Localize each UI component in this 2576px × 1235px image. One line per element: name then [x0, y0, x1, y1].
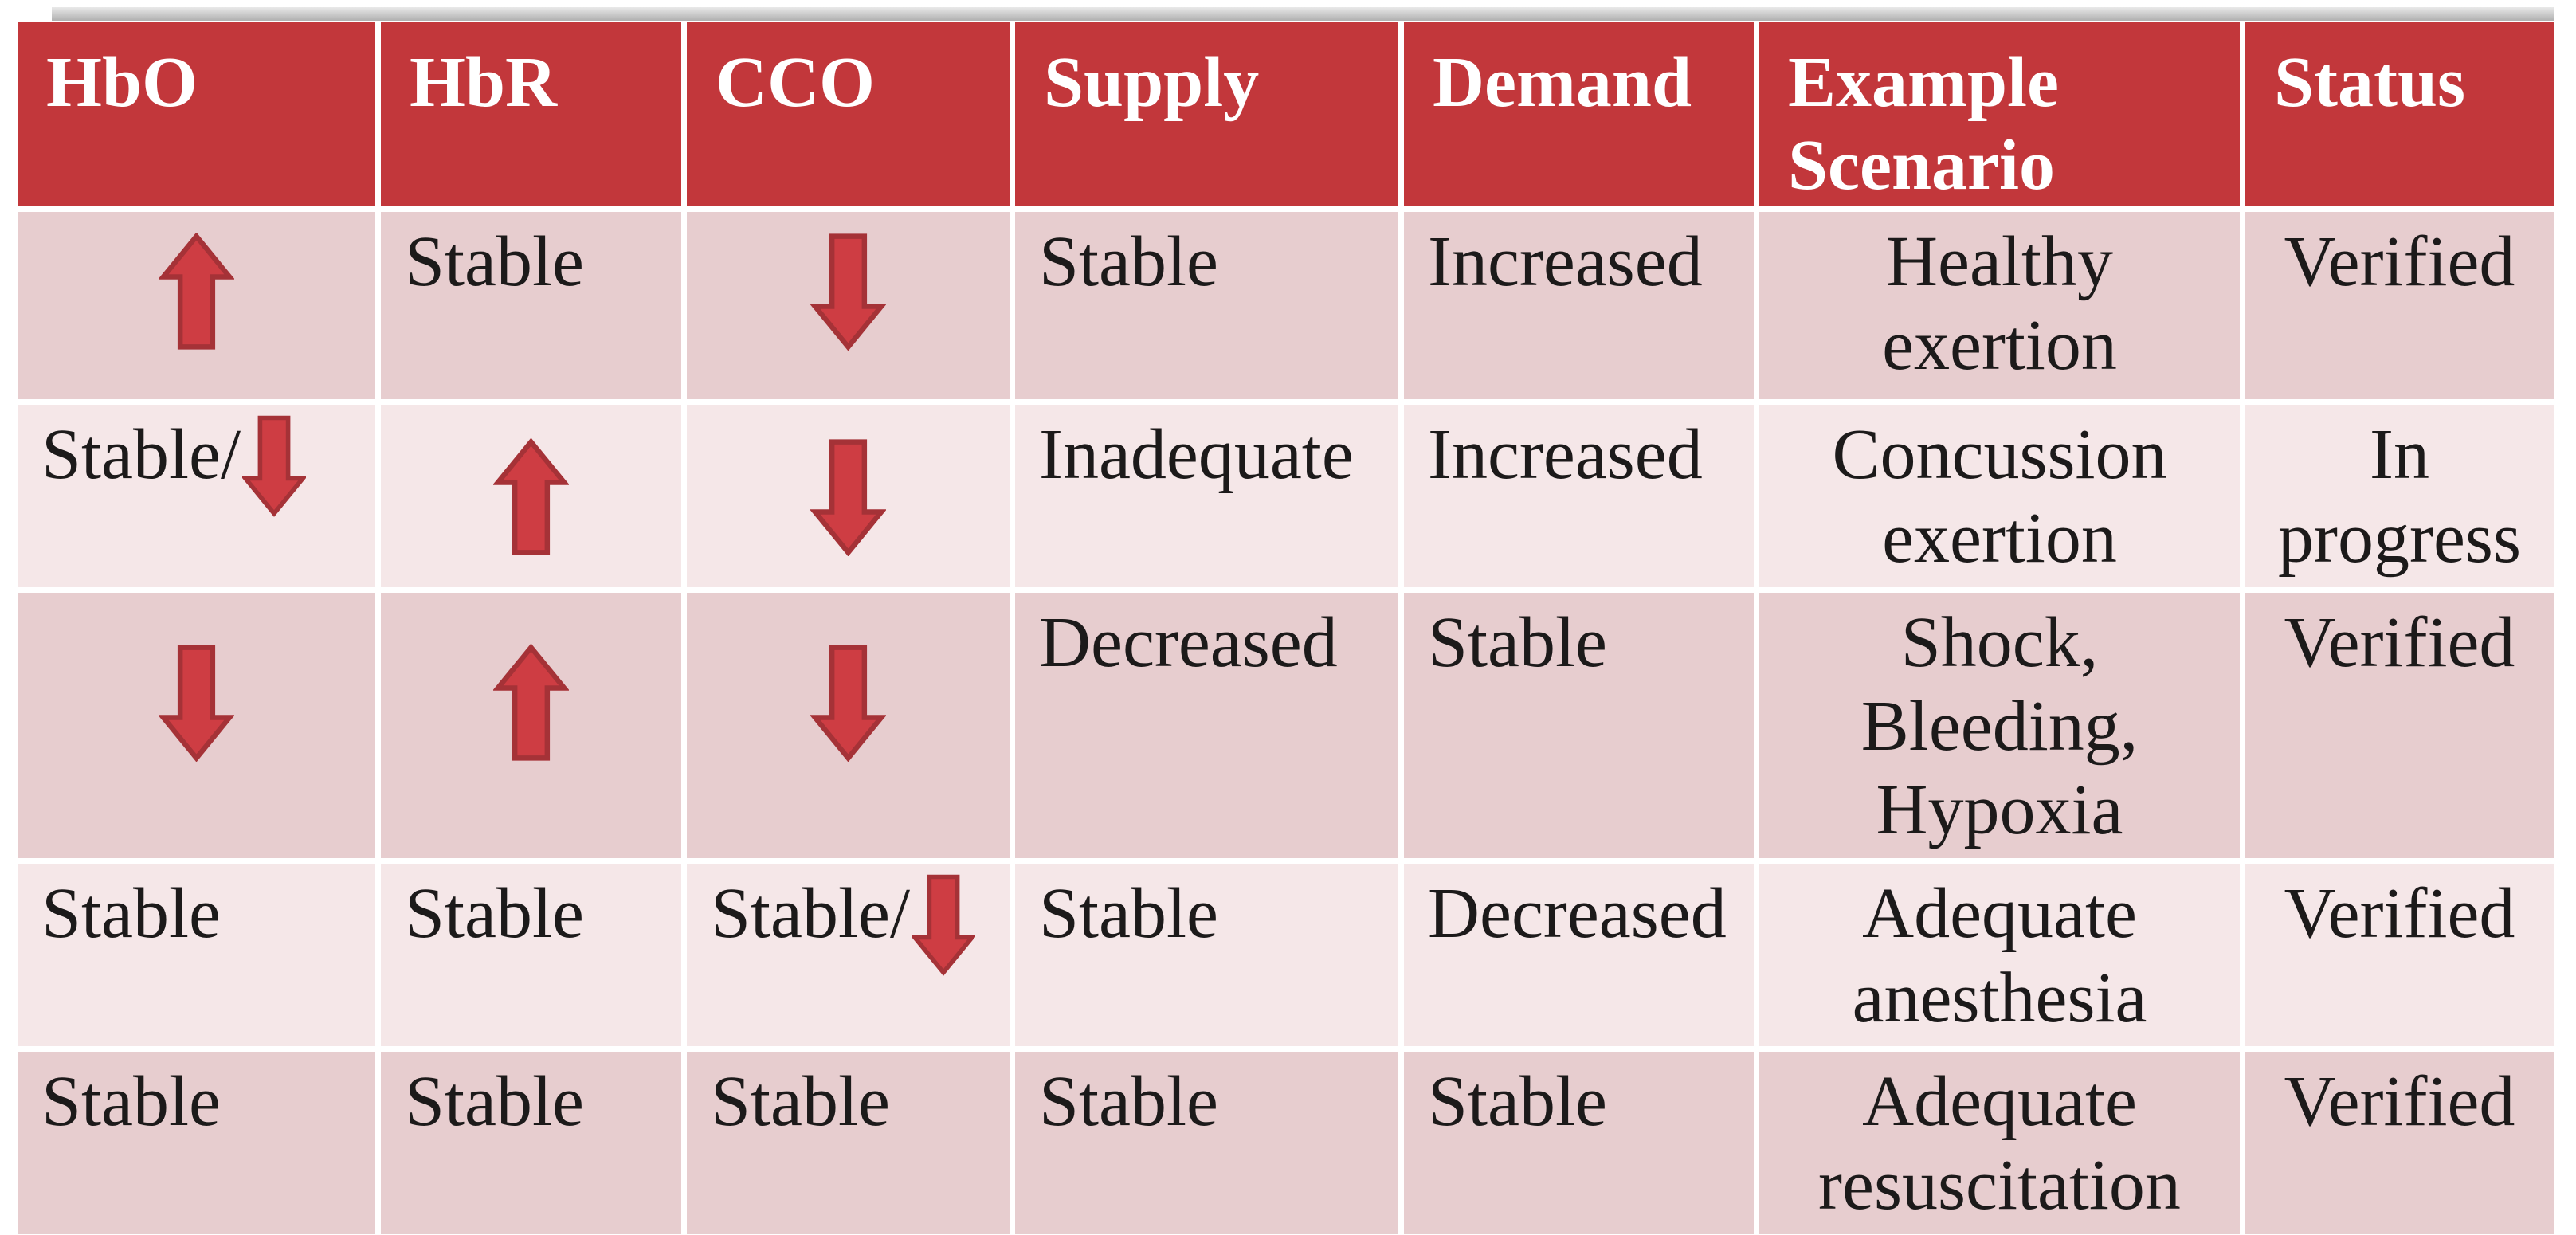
- arrow-up-icon: [493, 643, 569, 761]
- arrow-down-icon: [810, 439, 886, 556]
- arrow-down-icon: [159, 644, 234, 762]
- cell-r4-hbr: Stable: [381, 864, 681, 1047]
- cell-text: Increased: [1428, 415, 1703, 494]
- cell-text: Concussion exertion: [1832, 415, 2167, 578]
- cell-text: Stable: [41, 1062, 221, 1142]
- cell-r3-supply: Decreased: [1015, 592, 1398, 859]
- status-value: Verified: [2284, 1062, 2515, 1142]
- arrow-up-icon: [159, 233, 234, 350]
- cell-r3-status: Verified: [2245, 592, 2554, 859]
- cell-r3-example-scenario: Shock, Bleeding, Hypoxia: [1759, 592, 2240, 859]
- cell-text: Stable/: [711, 874, 910, 954]
- cell-text: Increased: [1428, 222, 1703, 301]
- cell-r4-demand: Decreased: [1404, 864, 1754, 1047]
- table-row-3-shock-bleeding-hypoxia: Decreased Stable Shock, Bleeding, Hypoxi…: [18, 592, 2554, 859]
- header-cell-hbo: HbO: [18, 22, 375, 206]
- cell-r5-supply: Stable: [1015, 1052, 1398, 1234]
- cell-text: Stable: [1428, 1062, 1607, 1142]
- header-cell-hbr: HbR: [381, 22, 681, 206]
- header-cell-status: Status: [2245, 22, 2554, 206]
- cell-text: Stable: [1039, 874, 1218, 954]
- cell-text: Stable: [405, 874, 584, 954]
- top-edge-strip: [52, 7, 2554, 21]
- arrow-down-icon: [241, 415, 306, 517]
- cell-r5-demand: Stable: [1404, 1052, 1754, 1234]
- arrow-down-icon: [810, 644, 886, 762]
- cell-r2-hbo: Stable/: [18, 405, 375, 587]
- header-cell-demand: Demand: [1404, 22, 1754, 206]
- cell-r4-status: Verified: [2245, 864, 2554, 1047]
- arrow-down-icon: [911, 875, 975, 977]
- cell-text: Stable: [1039, 222, 1218, 301]
- cell-r5-hbo: Stable: [18, 1052, 375, 1234]
- cell-r1-hbo: [18, 212, 375, 399]
- cell-r2-supply: Inadequate: [1015, 405, 1398, 587]
- cell-text: Adequate resuscitation: [1818, 1062, 2181, 1225]
- cell-text: Stable: [41, 874, 221, 954]
- cell-r3-hbo: [18, 592, 375, 859]
- cell-text: Shock, Bleeding, Hypoxia: [1860, 602, 2139, 850]
- cell-r2-cco: [687, 405, 1010, 587]
- header-cell-example-scenario: Example Scenario: [1759, 22, 2240, 206]
- cell-text: Inadequate: [1039, 415, 1354, 494]
- arrow-down-icon: [810, 233, 886, 351]
- header-cell-supply: Supply: [1015, 22, 1398, 206]
- cell-text: Stable: [405, 222, 584, 301]
- cell-r1-example-scenario: Healthy exertion: [1759, 212, 2240, 399]
- table-row-1-healthy-exertion: Stable Stable Increased Healthy exertion…: [18, 212, 2554, 399]
- cell-text: Decreased: [1039, 602, 1338, 682]
- cell-r3-demand: Stable: [1404, 592, 1754, 859]
- cell-r4-example-scenario: Adequate anesthesia: [1759, 864, 2240, 1047]
- cell-r4-hbo: Stable: [18, 864, 375, 1047]
- cell-r4-cco: Stable/: [687, 864, 1010, 1047]
- cell-r1-cco: [687, 212, 1010, 399]
- cell-r3-cco: [687, 592, 1010, 859]
- cell-r2-hbr: [381, 405, 681, 587]
- cell-r1-status: Verified: [2245, 212, 2554, 399]
- cell-text: Stable/: [41, 415, 241, 494]
- cell-text: Decreased: [1428, 874, 1727, 954]
- arrow-up-icon: [493, 438, 569, 555]
- cell-r4-supply: Stable: [1015, 864, 1398, 1047]
- cell-text: Stable: [1039, 1062, 1218, 1142]
- cell-r2-demand: Increased: [1404, 405, 1754, 587]
- header-cell-cco: CCO: [687, 22, 1010, 206]
- cell-r5-hbr: Stable: [381, 1052, 681, 1234]
- cell-r5-cco: Stable: [687, 1052, 1010, 1234]
- cell-text: Adequate anesthesia: [1852, 874, 2147, 1037]
- status-value: Verified: [2284, 222, 2515, 301]
- header-row: HbO HbR CCO Supply Demand Example Scenar…: [18, 22, 2554, 206]
- status-value: Verified: [2284, 602, 2515, 682]
- cell-r1-hbr: Stable: [381, 212, 681, 399]
- cell-text: Stable: [1428, 602, 1607, 682]
- cell-r3-hbr: [381, 592, 681, 859]
- cell-r5-status: Verified: [2245, 1052, 2554, 1234]
- cell-text: Healthy exertion: [1882, 222, 2117, 386]
- cell-r2-example-scenario: Concussion exertion: [1759, 405, 2240, 587]
- physiology-state-table: HbO HbR CCO Supply Demand Example Scenar…: [12, 17, 2559, 1235]
- table-row-2-concussion-exertion: Stable/ Inadequate Increased Concussion …: [18, 405, 2554, 587]
- cell-r1-demand: Increased: [1404, 212, 1754, 399]
- cell-r2-status: In progress: [2245, 405, 2554, 587]
- cell-text: Stable: [711, 1062, 890, 1142]
- table-row-4-adequate-anesthesia: Stable Stable Stable/ Stable Decreased A…: [18, 864, 2554, 1047]
- status-value: Verified: [2284, 874, 2515, 954]
- status-value: In progress: [2278, 415, 2521, 578]
- cell-text: Stable: [405, 1062, 584, 1142]
- cell-r5-example-scenario: Adequate resuscitation: [1759, 1052, 2240, 1234]
- cell-r1-supply: Stable: [1015, 212, 1398, 399]
- table-row-5-adequate-resuscitation: Stable Stable Stable Stable Stable Adequ…: [18, 1052, 2554, 1234]
